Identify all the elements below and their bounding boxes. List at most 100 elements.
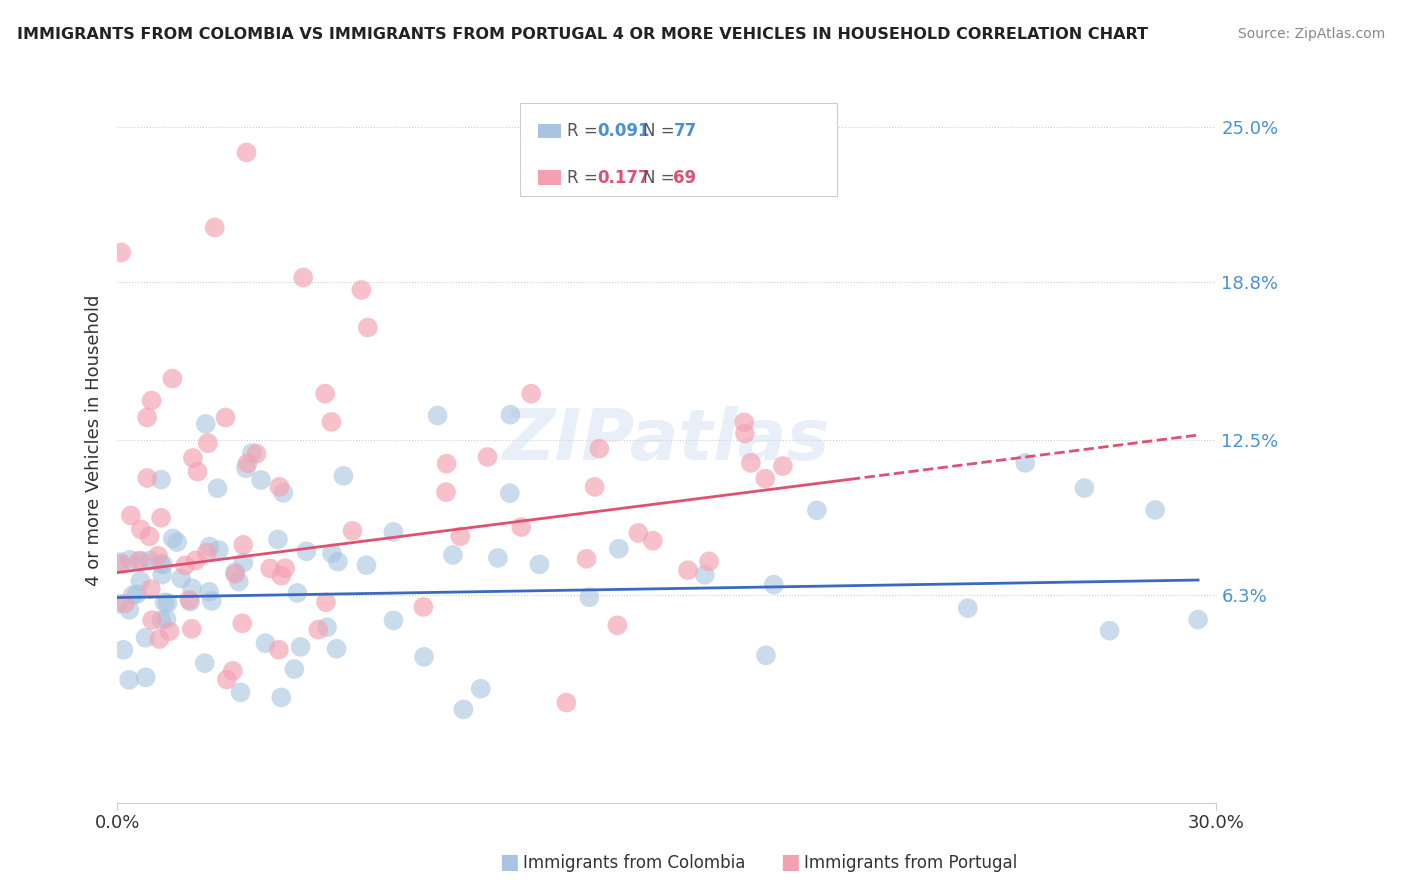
Point [197, 436, 219, 450]
Point [477, 450, 499, 464]
Point [186, 465, 208, 479]
Point [641, 533, 664, 548]
Text: Immigrants from Portugal: Immigrants from Portugal [804, 855, 1018, 872]
Point [150, 567, 173, 582]
Text: N =: N = [643, 122, 679, 140]
Point [762, 577, 785, 591]
Point [307, 623, 329, 637]
Point [254, 636, 277, 650]
Point [138, 529, 160, 543]
Point [607, 541, 630, 556]
Point [240, 446, 263, 460]
Point [499, 408, 522, 422]
Point [120, 508, 142, 523]
Point [228, 574, 250, 589]
Point [159, 624, 181, 639]
Point [152, 558, 174, 572]
Point [139, 553, 162, 567]
Point [449, 529, 471, 543]
Point [232, 556, 254, 570]
Point [134, 631, 156, 645]
Point [181, 450, 204, 465]
Point [174, 558, 197, 573]
Text: 0.177: 0.177 [598, 169, 650, 186]
Point [236, 456, 259, 470]
Point [1098, 624, 1121, 638]
Point [470, 681, 492, 696]
Point [529, 558, 551, 572]
Point [208, 543, 231, 558]
Point [321, 415, 343, 429]
Text: ■: ■ [499, 853, 519, 872]
Point [434, 485, 457, 500]
Point [316, 620, 339, 634]
Point [232, 538, 254, 552]
Point [697, 554, 720, 568]
Point [292, 270, 315, 285]
Point [108, 555, 131, 569]
Point [956, 601, 979, 615]
Point [201, 594, 224, 608]
Point [250, 473, 273, 487]
Point [273, 486, 295, 500]
Y-axis label: 4 or more Vehicles in Household: 4 or more Vehicles in Household [86, 294, 103, 586]
Point [155, 612, 177, 626]
Text: IMMIGRANTS FROM COLOMBIA VS IMMIGRANTS FROM PORTUGAL 4 OR MORE VEHICLES IN HOUSE: IMMIGRANTS FROM COLOMBIA VS IMMIGRANTS F… [17, 27, 1147, 42]
Point [222, 664, 245, 678]
Text: R =: R = [567, 122, 603, 140]
Point [578, 591, 600, 605]
Point [235, 461, 257, 475]
Point [224, 566, 246, 581]
Point [149, 557, 172, 571]
Point [245, 447, 267, 461]
Text: R =: R = [567, 169, 603, 186]
Point [357, 320, 380, 334]
Point [214, 410, 236, 425]
Point [1144, 503, 1167, 517]
Point [332, 468, 354, 483]
Point [441, 548, 464, 562]
Point [382, 524, 405, 539]
Point [426, 409, 449, 423]
Point [270, 690, 292, 705]
Point [583, 480, 606, 494]
Point [499, 486, 522, 500]
Point [315, 595, 337, 609]
Point [314, 386, 336, 401]
Text: Immigrants from Colombia: Immigrants from Colombia [523, 855, 745, 872]
Point [150, 510, 173, 524]
Point [588, 442, 610, 456]
Point [136, 471, 159, 485]
Point [295, 544, 318, 558]
Point [141, 393, 163, 408]
Point [270, 568, 292, 582]
Point [755, 648, 778, 663]
Point [224, 565, 246, 579]
Point [121, 588, 143, 602]
Point [290, 640, 312, 654]
Point [195, 545, 218, 559]
Point [198, 584, 221, 599]
Point [166, 535, 188, 549]
Point [510, 520, 533, 534]
Point [118, 553, 141, 567]
Point [118, 603, 141, 617]
Text: Source: ZipAtlas.com: Source: ZipAtlas.com [1237, 27, 1385, 41]
Text: 69: 69 [673, 169, 696, 186]
Point [325, 641, 347, 656]
Point [170, 571, 193, 585]
Point [162, 371, 184, 385]
Point [231, 616, 253, 631]
Point [235, 145, 257, 160]
Point [162, 532, 184, 546]
Point [229, 685, 252, 699]
Point [150, 473, 173, 487]
Point [342, 524, 364, 538]
Point [114, 597, 136, 611]
Point [110, 245, 132, 260]
Point [693, 567, 716, 582]
Point [184, 553, 207, 567]
Point [141, 613, 163, 627]
Point [179, 594, 201, 608]
Point [627, 525, 650, 540]
